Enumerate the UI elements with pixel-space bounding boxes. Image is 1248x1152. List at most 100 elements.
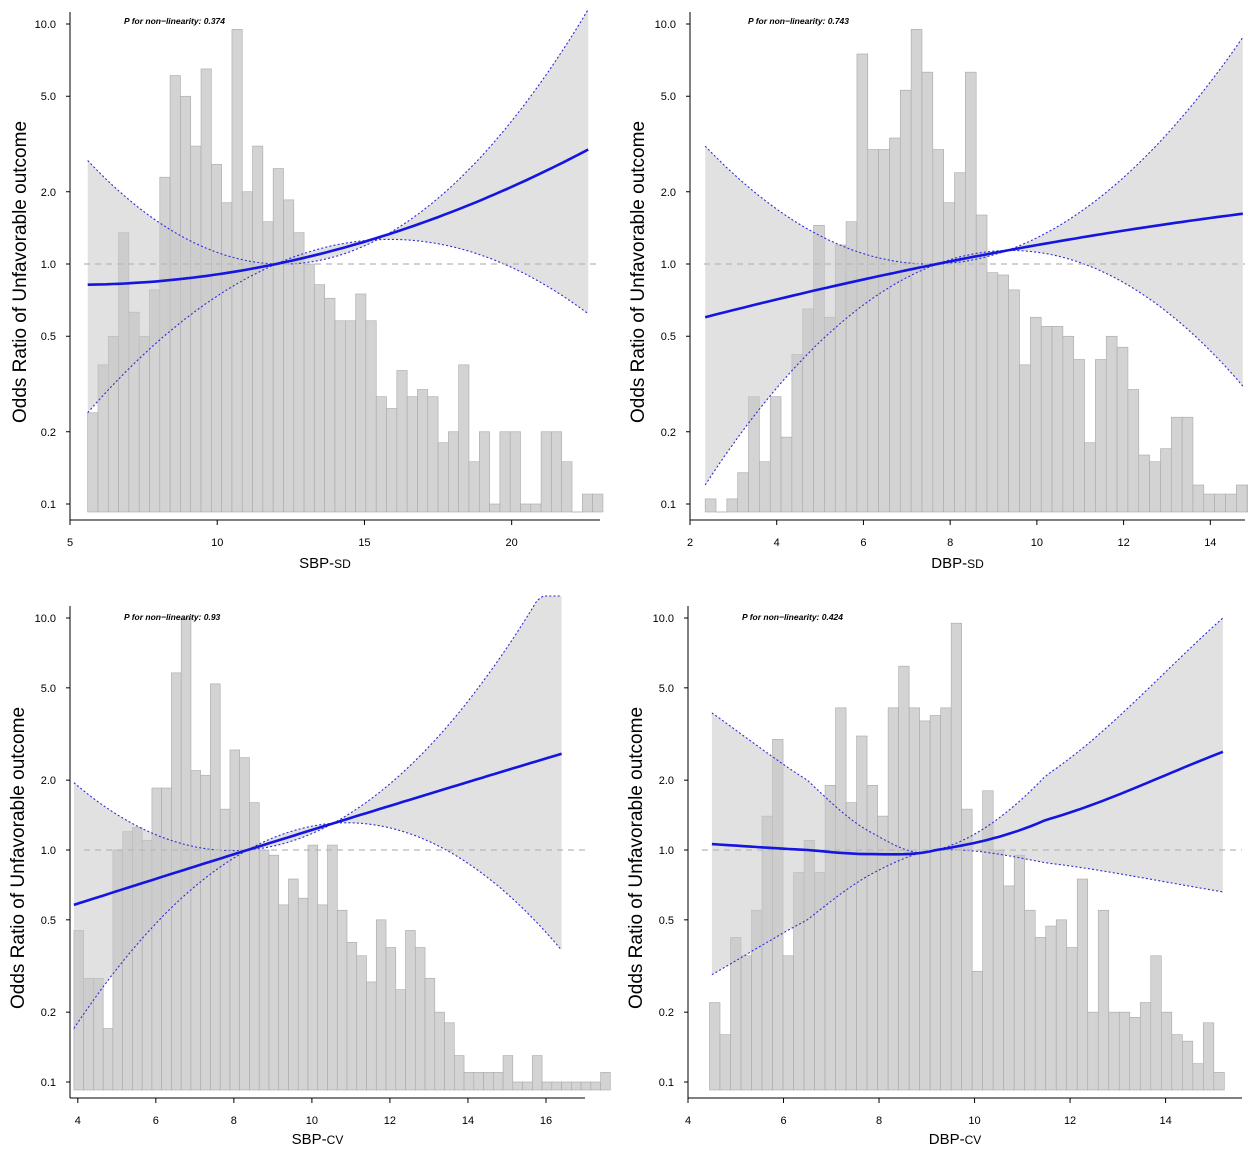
histogram-bar [200, 774, 211, 1091]
histogram-bar [1129, 1017, 1141, 1091]
histogram-bar [1160, 448, 1172, 513]
histogram-bar [590, 1081, 601, 1091]
histogram-bar [791, 354, 804, 513]
histogram-bar [303, 263, 315, 513]
histogram-bar [102, 1028, 114, 1091]
histogram-bar [551, 431, 563, 513]
y-tick-label: 0.5 [41, 915, 56, 927]
histogram-bar [345, 320, 356, 513]
histogram-bar [824, 316, 836, 513]
histogram-bar [489, 503, 501, 513]
histogram-bar [1013, 854, 1025, 1091]
histogram-bar [297, 897, 309, 1091]
x-tick-label: 10 [211, 537, 223, 549]
histogram-bar [396, 370, 408, 513]
histogram-bar [943, 202, 955, 513]
x-tick-label: 8 [876, 1115, 882, 1127]
histogram-bar [1138, 454, 1150, 513]
histogram-bar [1118, 1011, 1131, 1091]
y-tick-label: 1.0 [659, 845, 674, 857]
histogram-bar [582, 493, 593, 513]
histogram-bar [395, 989, 406, 1091]
histogram-bar [866, 785, 878, 1091]
histogram-bar [1139, 1002, 1152, 1091]
histogram-bar [272, 168, 284, 513]
histogram-bar [899, 89, 912, 513]
x-axis-label: SBP-SD [299, 555, 351, 572]
histogram-bar [1203, 493, 1215, 513]
y-tick-label: 1.0 [41, 845, 56, 857]
chart-panel-dbp-cv: 0.1 0.2 0.5 1.0 2.0 5.0 10.0 4 6 8 10 12 14 DBP-CV Odd… [614, 592, 1248, 1152]
histogram-bar [971, 971, 983, 1091]
histogram-bar [406, 396, 418, 513]
histogram-bar [1073, 359, 1085, 513]
x-tick-label: 5 [67, 537, 73, 549]
y-tick-label: 5.0 [659, 683, 674, 695]
x-tick-label: 10 [306, 1115, 318, 1127]
y-tick-label: 10.0 [655, 19, 676, 31]
histogram-bar [740, 955, 752, 1091]
histogram-bar [571, 1081, 582, 1091]
histogram-bar [856, 735, 868, 1091]
chart-panel-dbp-sd: 0.1 0.2 0.5 1.0 2.0 5.0 10.0 2 4 6 8 10 12 14 DBP-SD Od… [620, 0, 1248, 576]
histogram-bar [580, 1081, 592, 1091]
histogram-bar [512, 1081, 523, 1091]
x-tick-label: 8 [231, 1115, 237, 1127]
histogram-bar [551, 1081, 562, 1091]
nonlinearity-annotation: P for non−linearity: 0.374 [124, 16, 225, 26]
upper-ci-line [711, 617, 1224, 854]
histogram-bar [1203, 1022, 1215, 1091]
histogram-bar [444, 1022, 455, 1091]
histogram-bar [424, 977, 436, 1091]
histogram-bar [540, 431, 552, 513]
histogram-bar [954, 172, 966, 513]
histogram-bar [317, 904, 328, 1091]
histogram-bar [709, 1002, 721, 1091]
histogram-bar [541, 1081, 553, 1091]
y-axis-label: Odds Ratio of Unfavorable outcome [626, 707, 647, 1009]
y-tick-label: 0.5 [659, 915, 674, 927]
y-tick-label: 2.0 [661, 187, 676, 199]
y-tick-label: 0.2 [41, 427, 56, 439]
x-tick-label: 4 [685, 1115, 691, 1127]
histogram-bar [1024, 909, 1036, 1091]
y-tick-label: 0.1 [41, 499, 56, 511]
confidence-band [705, 37, 1243, 486]
histogram-bar [975, 214, 988, 513]
x-axis-label: SBP-CV [292, 1131, 344, 1148]
lower-ci-line [87, 238, 589, 414]
y-tick-label: 10.0 [653, 613, 674, 625]
histogram-bar [1192, 1063, 1204, 1091]
histogram-bar [997, 274, 1009, 513]
histogram-bar [473, 1072, 484, 1091]
nonlinearity-annotation: P for non−linearity: 0.93 [124, 612, 221, 622]
histogram-bar [365, 320, 377, 513]
histogram-bar [252, 145, 264, 513]
histogram-bar [835, 707, 847, 1091]
histogram-bars [73, 617, 611, 1091]
histogram-bar [324, 297, 336, 513]
histogram-bar [283, 199, 295, 513]
histogram-bar [366, 981, 377, 1091]
histogram-bar [161, 787, 172, 1091]
x-tick-label: 6 [153, 1115, 159, 1127]
histogram-bar [258, 849, 270, 1091]
histogram-bar [929, 715, 941, 1091]
histogram-bar [878, 149, 890, 513]
histogram-bar [992, 849, 1004, 1091]
histogram-bar [1034, 937, 1047, 1091]
chart-svg-dbp-sd: 0.1 0.2 0.5 1.0 2.0 5.0 10.0 2 4 6 8 10 12 14 DBP-SD Od… [628, 12, 1248, 572]
histogram-bar [961, 808, 973, 1091]
lower-ci-line [704, 249, 1244, 486]
histogram-bar [437, 442, 449, 513]
x-axis-label: DBP-SD [931, 555, 984, 572]
histogram-bar [759, 461, 771, 513]
histogram-bar [375, 396, 387, 513]
x-axis-label: DBP-CV [929, 1131, 982, 1148]
histogram-bar [293, 232, 305, 513]
x-tick-label: 20 [506, 537, 518, 549]
histogram-bar [190, 770, 202, 1091]
x-tick-label: 14 [462, 1115, 474, 1127]
nonlinearity-annotation: P for non−linearity: 0.424 [742, 612, 843, 622]
x-tick-label: 8 [947, 537, 953, 549]
